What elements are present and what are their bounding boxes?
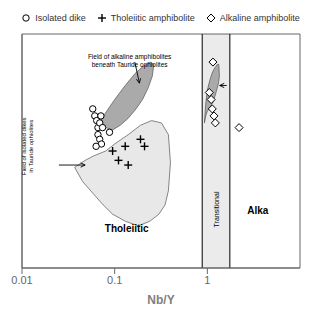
- svg-text:Alka: Alka: [247, 204, 269, 215]
- svg-text:Tholeiitic: Tholeiitic: [105, 223, 149, 234]
- svg-text:0.1: 0.1: [107, 274, 122, 286]
- svg-text:Nb/Y: Nb/Y: [147, 293, 174, 307]
- svg-text:1: 1: [204, 274, 210, 286]
- svg-text:Field of isolated dikesin Taur: Field of isolated dikesin Tauride ophiol…: [22, 117, 34, 175]
- svg-text:Field of alkaline amphibolites: Field of alkaline amphibolitesbeneath Ta…: [88, 53, 172, 69]
- html-text:Tholeiitic amphibolite: Tholeiitic amphibolite: [110, 13, 195, 23]
- html-text:Alkaline amphibolite: Alkaline amphibolite: [219, 13, 300, 23]
- html-text:Isolated dike: Isolated dike: [35, 13, 86, 23]
- svg-text:Transitional: Transitional: [213, 191, 220, 227]
- svg-text:0.01: 0.01: [11, 274, 32, 286]
